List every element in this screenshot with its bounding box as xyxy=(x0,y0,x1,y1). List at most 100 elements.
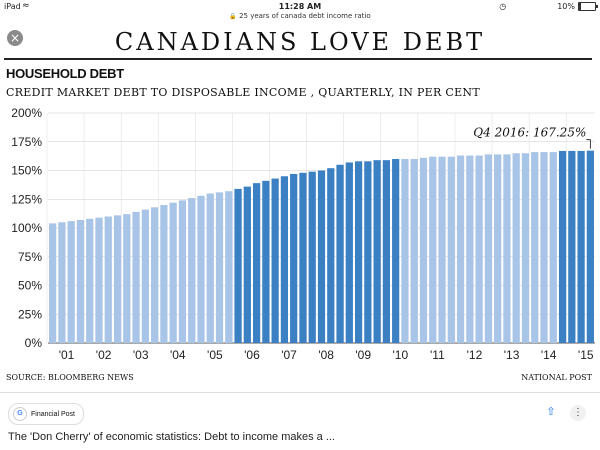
url-bar[interactable]: 🔒 25 years of canada debt income ratio xyxy=(0,12,600,20)
chart-bar xyxy=(132,211,140,343)
chart-bar xyxy=(290,173,298,343)
y-tick-label: 0% xyxy=(25,336,43,350)
y-tick-label: 175% xyxy=(11,135,42,149)
battery-percent: 10% xyxy=(557,2,575,11)
chart-bar xyxy=(419,157,428,343)
x-tick-label: '10 xyxy=(392,348,408,362)
chart-bar xyxy=(280,176,289,343)
status-bar: iPad ≈ 11:28 AM ◷ 10% xyxy=(0,0,600,14)
chart-subtitle: HOUSEHOLD DEBT xyxy=(6,66,124,81)
chart-bar xyxy=(354,161,363,343)
chart-bar xyxy=(438,156,446,343)
chart-bar xyxy=(586,150,594,343)
chart-bar xyxy=(225,191,233,343)
chart-bar xyxy=(456,155,465,343)
alarm-icon: ◷ xyxy=(499,2,507,11)
chart-bar xyxy=(494,154,502,343)
chart-bar xyxy=(197,195,205,343)
chart-bar xyxy=(429,156,437,343)
chart-bar xyxy=(336,164,344,343)
chart-bar xyxy=(484,154,492,343)
headline: CANADIANS LOVE DEBT xyxy=(114,28,486,56)
battery-icon xyxy=(578,2,598,11)
chart-bar xyxy=(577,150,585,343)
x-tick-label: '04 xyxy=(170,348,186,362)
x-tick-label: '01 xyxy=(59,348,75,362)
chart-bar xyxy=(531,152,539,343)
chart-bar xyxy=(308,171,316,343)
chart-bar xyxy=(410,159,418,343)
chart-bar xyxy=(58,222,66,343)
chart-bar xyxy=(549,152,557,343)
source-chip[interactable]: G Financial Post xyxy=(8,403,84,425)
chart-bar xyxy=(558,150,567,343)
chart-bar xyxy=(392,159,400,343)
y-tick-label: 200% xyxy=(11,106,42,120)
chart-bar xyxy=(151,207,159,343)
x-tick-label: '05 xyxy=(207,348,223,362)
chart-bar xyxy=(188,198,196,343)
bar-chart: 0% 25% 50% 75% 100% 125% 150% 175% 200% '01 '02 '0… xyxy=(11,106,595,362)
x-tick-label: '14 xyxy=(541,348,557,362)
source-note: SOURCE: BLOOMBERG NEWS xyxy=(6,373,134,382)
y-tick-label: 25% xyxy=(18,307,42,321)
chart-bar xyxy=(123,214,131,343)
annotation-leader xyxy=(586,139,591,149)
chart-bar xyxy=(512,153,520,343)
chart-bar xyxy=(243,186,251,343)
chart-bar xyxy=(234,188,242,343)
chart-bar xyxy=(317,170,326,343)
chart-bar xyxy=(169,202,177,343)
chart-bar xyxy=(262,180,270,343)
y-tick-label: 50% xyxy=(18,279,42,293)
chart-bar xyxy=(206,193,214,343)
close-button[interactable]: × xyxy=(7,30,23,46)
x-tick-label: '09 xyxy=(355,348,371,362)
chart-bar xyxy=(67,221,75,343)
chart-bar xyxy=(141,209,149,343)
headline-rule xyxy=(4,58,592,60)
url-text: 25 years of canada debt income ratio xyxy=(239,12,371,20)
google-icon: G xyxy=(13,407,27,421)
x-tick-label: '06 xyxy=(244,348,260,362)
lock-icon: 🔒 xyxy=(229,13,237,20)
chart-bar xyxy=(271,178,279,343)
chart-bar xyxy=(86,218,94,343)
x-tick-label: '13 xyxy=(504,348,520,362)
chart-bar xyxy=(49,223,57,343)
x-tick-label: '08 xyxy=(318,348,334,362)
separator xyxy=(0,392,600,393)
chart-bar xyxy=(104,216,112,343)
chart-bar xyxy=(327,168,335,343)
result-caption[interactable]: The 'Don Cherry' of economic statistics:… xyxy=(8,431,335,443)
x-tick-label: '03 xyxy=(133,348,149,362)
more-icon[interactable]: ⋮ xyxy=(570,405,586,421)
x-tick-label: '07 xyxy=(281,348,297,362)
chart-annotation: Q4 2016: 167.25% xyxy=(473,126,586,140)
clock: 11:28 AM xyxy=(278,2,322,11)
chart-bar xyxy=(401,159,409,343)
chart-bar xyxy=(540,152,548,343)
chart-bar xyxy=(521,153,530,343)
chart-bar xyxy=(113,215,122,343)
share-icon[interactable]: ⇧ xyxy=(546,406,556,418)
wifi-icon: ≈ xyxy=(22,1,30,11)
chart-bar xyxy=(475,155,483,343)
chart-bar xyxy=(568,150,576,343)
y-tick-label: 150% xyxy=(11,164,42,178)
x-tick-label: '11 xyxy=(430,348,445,362)
chart-bar xyxy=(95,217,103,343)
chart-bar xyxy=(364,161,372,343)
source-site: Financial Post xyxy=(31,410,75,418)
chart-bar xyxy=(76,219,85,343)
chart-bar xyxy=(252,183,261,343)
chart-bar xyxy=(466,155,474,343)
chart-bar xyxy=(373,160,381,343)
chart-bar xyxy=(160,205,168,343)
chart-bar xyxy=(345,162,353,343)
x-tick-label: '02 xyxy=(96,348,112,362)
publisher-note: NATIONAL POST xyxy=(521,373,592,382)
x-tick-label: '15 xyxy=(578,348,594,362)
device-label: iPad xyxy=(4,2,21,11)
chart-bar xyxy=(503,154,511,343)
